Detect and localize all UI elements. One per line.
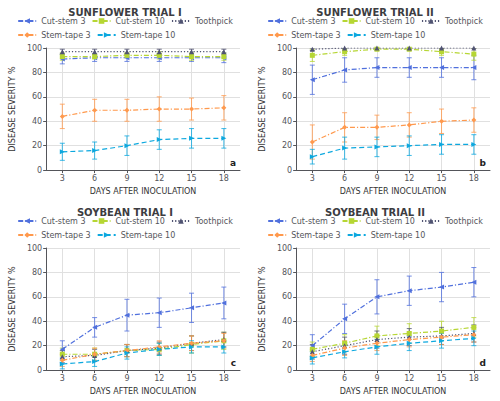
svg-text:SOYBEAN TRIAL I: SOYBEAN TRIAL I [77,207,173,218]
svg-text:d: d [480,358,486,368]
svg-text:Cut-stem 10: Cut-stem 10 [366,217,415,226]
svg-text:15: 15 [186,174,196,183]
svg-text:60: 60 [282,92,292,101]
svg-text:Stem-tape 10: Stem-tape 10 [371,231,426,240]
svg-text:15: 15 [186,374,196,383]
svg-text:Toothpick: Toothpick [194,217,233,226]
svg-text:100: 100 [277,244,292,253]
svg-text:DISEASE SEVERITY %: DISEASE SEVERITY % [258,266,267,352]
svg-text:12: 12 [404,174,414,183]
svg-text:Stem-tape 3: Stem-tape 3 [41,31,91,40]
svg-text:15: 15 [436,174,446,183]
svg-text:Toothpick: Toothpick [194,17,233,26]
svg-text:6: 6 [342,174,347,183]
svg-text:Cut-stem 10: Cut-stem 10 [116,217,165,226]
svg-text:3: 3 [310,174,315,183]
svg-text:18: 18 [469,374,479,383]
svg-text:3: 3 [60,174,65,183]
svg-text:12: 12 [404,374,414,383]
svg-text:100: 100 [27,44,42,53]
svg-text:18: 18 [219,374,229,383]
svg-text:DISEASE SEVERITY %: DISEASE SEVERITY % [258,66,267,152]
svg-text:DISEASE SEVERITY %: DISEASE SEVERITY % [8,66,17,152]
svg-text:80: 80 [282,68,292,77]
svg-text:9: 9 [124,174,129,183]
svg-text:60: 60 [32,292,42,301]
svg-text:Stem-tape 10: Stem-tape 10 [121,231,176,240]
svg-text:18: 18 [469,174,479,183]
svg-text:40: 40 [282,317,292,326]
svg-text:9: 9 [374,374,379,383]
svg-text:60: 60 [282,292,292,301]
svg-text:Stem-tape 10: Stem-tape 10 [121,31,176,40]
svg-text:0: 0 [287,366,292,375]
svg-text:3: 3 [310,374,315,383]
svg-text:SOYBEAN TRIAL II: SOYBEAN TRIAL II [325,207,425,218]
svg-text:DAYS AFTER INOCULATION: DAYS AFTER INOCULATION [90,187,196,196]
svg-text:DAYS AFTER INOCULATION: DAYS AFTER INOCULATION [340,187,446,196]
svg-text:100: 100 [27,244,42,253]
svg-text:20: 20 [282,141,292,150]
svg-text:SUNFLOWER TRIAL I: SUNFLOWER TRIAL I [68,7,182,18]
svg-text:80: 80 [32,268,42,277]
svg-text:DISEASE SEVERITY %: DISEASE SEVERITY % [8,266,17,352]
svg-text:a: a [230,158,236,168]
svg-text:9: 9 [124,374,129,383]
svg-text:b: b [480,158,487,168]
svg-text:Cut-stem 3: Cut-stem 3 [291,217,335,226]
svg-text:15: 15 [436,374,446,383]
svg-text:12: 12 [154,174,164,183]
svg-text:Cut-stem 3: Cut-stem 3 [41,217,85,226]
svg-text:20: 20 [32,341,42,350]
svg-text:Toothpick: Toothpick [444,17,483,26]
svg-text:Cut-stem 3: Cut-stem 3 [291,17,335,26]
svg-text:Stem-tape 3: Stem-tape 3 [291,31,341,40]
svg-text:100: 100 [277,44,292,53]
svg-text:0: 0 [37,366,42,375]
svg-text:DAYS AFTER INOCULATION: DAYS AFTER INOCULATION [90,387,196,396]
svg-text:40: 40 [32,317,42,326]
svg-text:3: 3 [60,374,65,383]
svg-text:Stem-tape 3: Stem-tape 3 [291,231,341,240]
svg-text:DAYS AFTER INOCULATION: DAYS AFTER INOCULATION [340,387,446,396]
svg-text:6: 6 [92,174,97,183]
svg-text:Cut-stem 3: Cut-stem 3 [41,17,85,26]
svg-text:Toothpick: Toothpick [444,217,483,226]
svg-text:80: 80 [282,268,292,277]
svg-text:18: 18 [219,174,229,183]
svg-text:60: 60 [32,92,42,101]
svg-text:6: 6 [92,374,97,383]
svg-text:20: 20 [282,341,292,350]
svg-text:40: 40 [32,117,42,126]
svg-text:c: c [231,358,236,368]
svg-text:Cut-stem 10: Cut-stem 10 [116,17,165,26]
svg-text:0: 0 [287,166,292,175]
svg-text:Cut-stem 10: Cut-stem 10 [366,17,415,26]
svg-text:0: 0 [37,166,42,175]
svg-text:Stem-tape 10: Stem-tape 10 [371,31,426,40]
svg-text:40: 40 [282,117,292,126]
svg-text:80: 80 [32,68,42,77]
svg-text:12: 12 [154,374,164,383]
svg-text:20: 20 [32,141,42,150]
svg-text:6: 6 [342,374,347,383]
svg-text:SUNFLOWER TRIAL II: SUNFLOWER TRIAL II [316,7,433,18]
svg-text:Stem-tape 3: Stem-tape 3 [41,231,91,240]
svg-text:9: 9 [374,174,379,183]
